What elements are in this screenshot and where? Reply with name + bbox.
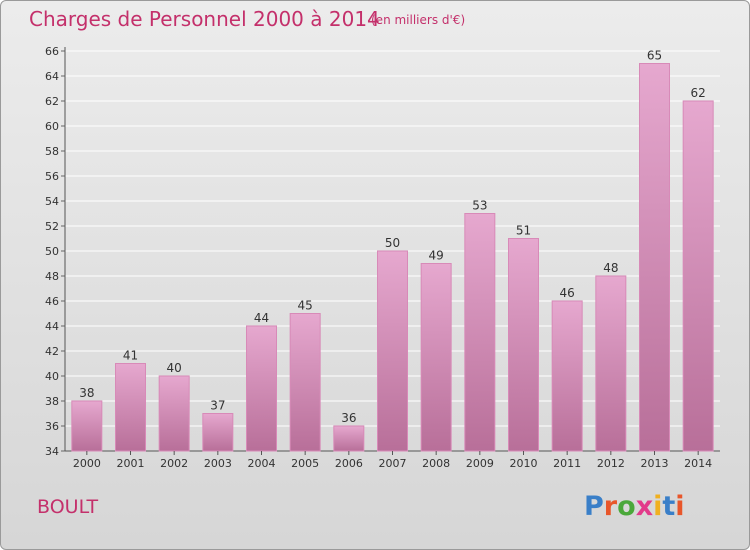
y-tick-label: 54	[45, 195, 59, 208]
bar	[289, 313, 321, 452]
x-tick-label: 2008	[422, 457, 450, 470]
logo-letter: x	[635, 491, 654, 522]
x-tick-label: 2007	[379, 457, 407, 470]
y-tick-label: 62	[45, 95, 59, 108]
y-tick-label: 56	[45, 170, 59, 183]
y-tick-label: 48	[45, 270, 59, 283]
data-label: 44	[254, 311, 269, 325]
y-tick-label: 60	[45, 120, 59, 133]
x-tick-label: 2003	[204, 457, 232, 470]
proxiti-logo: Proxiti	[584, 491, 685, 522]
logo-letter: r	[603, 491, 618, 522]
bar	[377, 250, 408, 452]
bar	[333, 425, 365, 452]
y-tick-label: 36	[45, 420, 59, 433]
bar	[639, 63, 670, 452]
data-label: 48	[603, 261, 618, 275]
y-tick-label: 38	[45, 395, 59, 408]
y-tick-label: 34	[45, 445, 59, 458]
data-label: 40	[167, 361, 182, 375]
y-tick-label: 44	[45, 320, 59, 333]
data-label: 65	[647, 49, 662, 63]
logo-letter: i	[675, 491, 685, 522]
y-tick-label: 42	[45, 345, 59, 358]
bar	[508, 238, 539, 452]
logo-letter: o	[617, 491, 636, 522]
x-tick-label: 2000	[73, 457, 101, 470]
x-tick-label: 2014	[684, 457, 712, 470]
x-tick-label: 2004	[248, 457, 276, 470]
y-tick-label: 64	[45, 70, 59, 83]
x-tick-label: 2011	[553, 457, 581, 470]
data-label: 62	[691, 86, 706, 100]
x-tick-label: 2009	[466, 457, 494, 470]
bar	[682, 100, 714, 452]
x-tick-label: 2012	[597, 457, 625, 470]
x-tick-label: 2002	[160, 457, 188, 470]
data-label: 38	[79, 386, 94, 400]
chart-title: Charges de Personnel 2000 à 2014	[29, 7, 380, 31]
bar	[115, 363, 146, 452]
bar	[202, 413, 234, 452]
logo-letter: P	[584, 491, 604, 522]
chart-subtitle: (en milliers d'€)	[371, 13, 466, 27]
y-tick-label: 50	[45, 245, 59, 258]
y-tick-label: 40	[45, 370, 59, 383]
data-label: 36	[341, 411, 356, 425]
x-tick-label: 2006	[335, 457, 363, 470]
y-tick-label: 52	[45, 220, 59, 233]
x-tick-label: 2013	[641, 457, 669, 470]
x-tick-label: 2005	[291, 457, 319, 470]
y-tick-label: 46	[45, 295, 59, 308]
bar	[246, 325, 277, 452]
data-label: 37	[210, 399, 225, 413]
data-label: 46	[560, 286, 575, 300]
data-label: 50	[385, 236, 400, 250]
bar	[71, 400, 103, 452]
y-tick-label: 66	[45, 45, 59, 58]
bar	[464, 213, 496, 452]
data-label: 51	[516, 224, 531, 238]
data-label: 53	[472, 199, 487, 213]
x-tick-label: 2001	[117, 457, 145, 470]
logo-letter: t	[662, 491, 676, 522]
x-tick-label: 2010	[510, 457, 538, 470]
bar	[595, 275, 627, 452]
data-label: 41	[123, 349, 138, 363]
data-label: 49	[429, 249, 444, 263]
commune-name: BOULT	[37, 496, 99, 518]
bar	[420, 263, 452, 452]
bar	[158, 375, 190, 452]
data-label: 45	[298, 299, 313, 313]
y-tick-label: 58	[45, 145, 59, 158]
logo-letter: i	[653, 491, 663, 522]
bar	[551, 300, 583, 452]
